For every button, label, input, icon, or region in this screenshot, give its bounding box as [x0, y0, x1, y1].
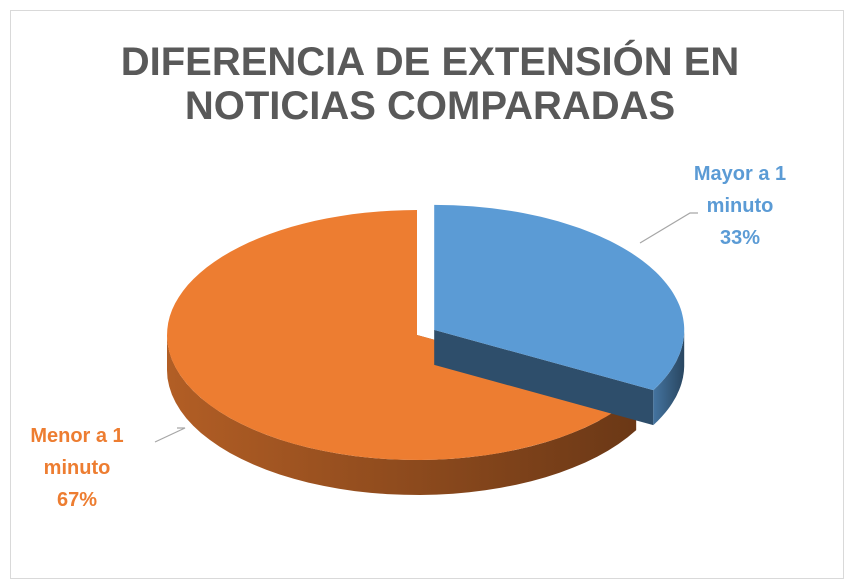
chart-frame	[10, 10, 844, 579]
slice-wall	[434, 329, 654, 426]
value-label: 33%	[719, 227, 761, 249]
category-label: Menor a 1 minuto	[30, 425, 124, 479]
slice	[434, 204, 685, 391]
slice	[167, 210, 637, 460]
data-label: Mayor a 1 minuto 33%	[675, 158, 805, 254]
category-label: Mayor a 1 minuto	[693, 163, 787, 217]
slice-side	[167, 335, 637, 495]
slice-side	[653, 329, 685, 426]
leader-line	[154, 427, 186, 443]
chart-title: DIFERENCIA DE EXTENSIÓN EN NOTICIAS COMP…	[120, 40, 740, 128]
leader-line	[639, 212, 698, 244]
data-label: Menor a 1 minuto 67%	[12, 420, 142, 516]
value-label: 67%	[56, 489, 98, 511]
